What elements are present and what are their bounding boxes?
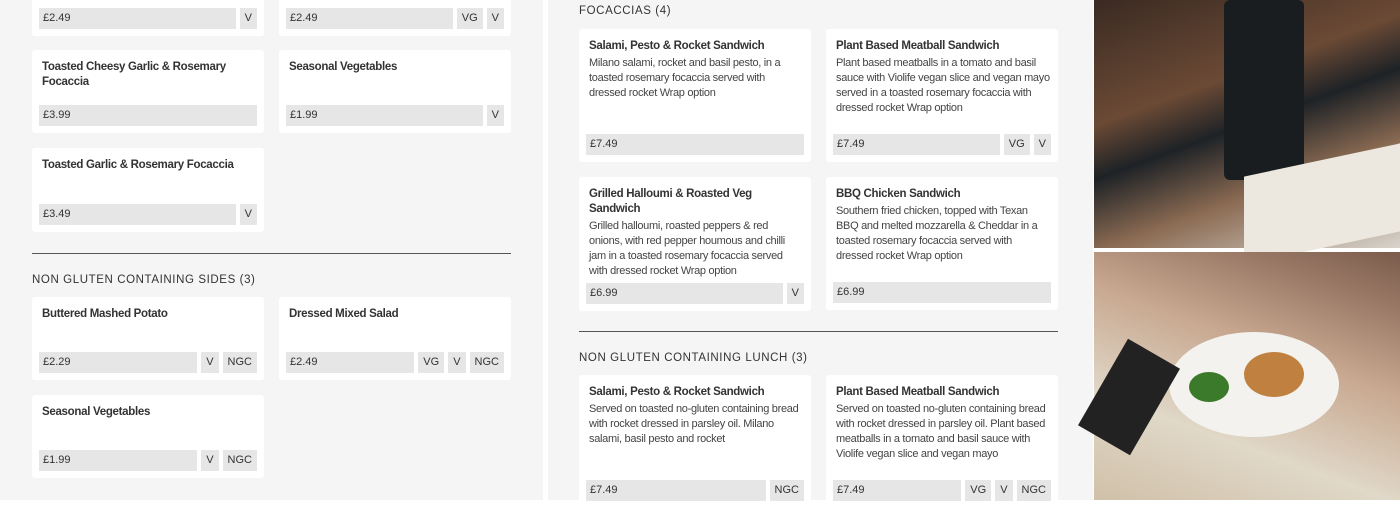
price-row: £3.99: [39, 101, 257, 126]
menu-item-card[interactable]: Seasonal Vegetables £1.99 V NGC: [32, 395, 264, 478]
menu-item-card[interactable]: Toasted Cheesy Garlic & Rosemary Focacci…: [32, 50, 264, 133]
item-description: Served on toasted no-gluten containing b…: [589, 403, 799, 445]
price-row: £7.49 VG V: [833, 130, 1051, 155]
food-plate-photo: [1078, 252, 1400, 500]
item-name: Buttered Mashed Potato: [42, 308, 168, 320]
menu-item-card[interactable]: Seasonal Vegetables £1.99 V: [279, 50, 511, 133]
menu-item-card[interactable]: Plant Based Meatball Sandwich Plant based…: [826, 29, 1058, 162]
menu-item-card[interactable]: Salami, Pesto & Rocket Sandwich Milano sa…: [579, 29, 811, 162]
restaurant-table-photo: [1094, 0, 1400, 265]
item-name: Salami, Pesto & Rocket Sandwich: [589, 386, 765, 398]
dietary-badge: V: [201, 352, 219, 373]
dietary-badge: V: [486, 8, 504, 29]
item-name: Grilled Halloumi & Roasted Veg Sandwich: [589, 188, 752, 215]
price-row: £1.99 V: [286, 101, 504, 126]
dietary-badge: V: [201, 450, 219, 471]
item-price: £2.49: [286, 352, 415, 373]
dietary-badge: V: [786, 283, 804, 304]
dietary-badge: NGC: [1016, 480, 1051, 501]
item-name: Seasonal Vegetables: [289, 61, 398, 73]
item-description: Grilled halloumi, roasted peppers & red …: [589, 220, 785, 277]
dietary-badge: VG: [1003, 134, 1030, 155]
dietary-badge: V: [239, 204, 257, 225]
section-header-focaccias: FOCACCIAS (4): [579, 5, 672, 17]
item-price: £3.49: [39, 204, 236, 225]
price-row: £7.49: [586, 130, 804, 155]
price-row: £6.99: [833, 278, 1051, 303]
menu-item-card[interactable]: BBQ Chicken Sandwich Southern fried chick…: [826, 177, 1058, 310]
price-row: £6.99 V: [586, 279, 804, 304]
divider: [579, 331, 1058, 332]
dietary-badge: VG: [456, 8, 483, 29]
item-description: Served on toasted no-gluten containing b…: [836, 403, 1046, 460]
price-row: £2.29 V NGC: [39, 348, 257, 373]
section-header-ngc-sides: NON GLUTEN CONTAINING SIDES (3): [32, 274, 256, 286]
item-price: £7.49: [586, 134, 804, 155]
dietary-badge: VG: [965, 480, 992, 501]
dietary-badge: VG: [418, 352, 445, 373]
menu-item-card[interactable]: Plant Based Meatball Sandwich Served on t…: [826, 375, 1058, 508]
item-description: Milano salami, rocket and basil pesto, i…: [589, 57, 781, 99]
menu-item-card[interactable]: Toasted Garlic & Rosemary Focaccia £3.49 V: [32, 148, 264, 232]
item-price: £7.49: [586, 480, 766, 501]
divider: [32, 253, 511, 254]
price-row: £2.49 VG V: [286, 4, 504, 29]
menu-item-card[interactable]: Grilled Halloumi & Roasted Veg Sandwich G…: [579, 177, 811, 311]
item-price: £3.99: [39, 105, 257, 126]
price-row: £2.49 VG V NGC: [286, 348, 504, 373]
dietary-badge: NGC: [222, 352, 257, 373]
item-price: £2.49: [286, 8, 453, 29]
dietary-badge: NGC: [222, 450, 257, 471]
item-name: BBQ Chicken Sandwich: [836, 188, 961, 200]
menu-item-card[interactable]: £2.49 V: [32, 0, 264, 36]
item-name: Toasted Cheesy Garlic & Rosemary Focacci…: [42, 61, 226, 88]
item-description: Southern fried chicken, topped with Texa…: [836, 205, 1038, 262]
price-row: £3.49 V: [39, 200, 257, 225]
item-description: Plant based meatballs in a tomato and ba…: [836, 57, 1050, 114]
peas-image: [1189, 372, 1229, 402]
gammon-image: [1244, 352, 1304, 397]
dietary-badge: NGC: [769, 480, 804, 501]
item-name: Seasonal Vegetables: [42, 406, 151, 418]
item-name: Toasted Garlic & Rosemary Focaccia: [42, 159, 234, 171]
section-header-ngc-lunch: NON GLUTEN CONTAINING LUNCH (3): [579, 352, 808, 364]
item-price: £1.99: [286, 105, 483, 126]
dietary-badge: NGC: [469, 352, 504, 373]
dietary-badge: V: [1033, 134, 1051, 155]
item-price: £7.49: [833, 134, 1000, 155]
bottle-image: [1224, 0, 1304, 180]
item-name: Plant Based Meatball Sandwich: [836, 386, 1000, 398]
dietary-badge: V: [239, 8, 257, 29]
dietary-badge: V: [448, 352, 466, 373]
item-name: Dressed Mixed Salad: [289, 308, 399, 320]
dietary-badge: V: [486, 105, 504, 126]
menu-item-card[interactable]: £2.49 VG V: [279, 0, 511, 36]
menu-item-card[interactable]: Buttered Mashed Potato £2.29 V NGC: [32, 297, 264, 380]
phone-image: [1078, 338, 1180, 456]
item-price: £2.29: [39, 352, 198, 373]
item-name: Plant Based Meatball Sandwich: [836, 40, 1000, 52]
item-price: £2.49: [39, 8, 236, 29]
dietary-badge: V: [995, 480, 1013, 501]
price-row: £2.49 V: [39, 4, 257, 29]
menu-item-card[interactable]: Dressed Mixed Salad £2.49 VG V NGC: [279, 297, 511, 380]
price-row: £1.99 V NGC: [39, 446, 257, 471]
item-price: £7.49: [833, 480, 962, 501]
item-price: £6.99: [586, 283, 783, 304]
item-name: Salami, Pesto & Rocket Sandwich: [589, 40, 765, 52]
price-row: £7.49 VG V NGC: [833, 476, 1051, 501]
item-price: £1.99: [39, 450, 198, 471]
price-row: £7.49 NGC: [586, 476, 804, 501]
menu-item-card[interactable]: Salami, Pesto & Rocket Sandwich Served on…: [579, 375, 811, 508]
item-price: £6.99: [833, 282, 1051, 303]
